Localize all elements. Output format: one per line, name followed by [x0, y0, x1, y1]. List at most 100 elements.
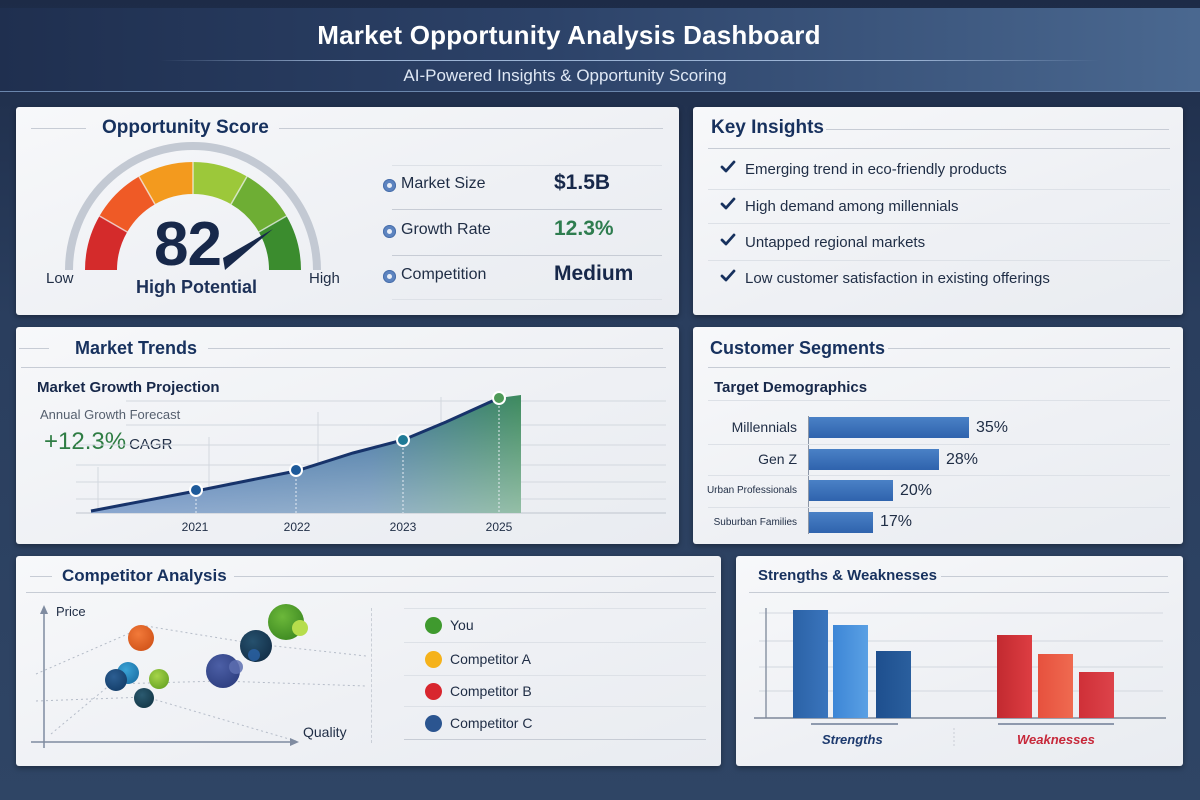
gauge-segments [85, 162, 301, 270]
metric-growth-rate: Growth Rate 12.3% [376, 211, 661, 255]
chart-title: Market Growth Projection [37, 379, 220, 396]
data-point-2023 [396, 433, 410, 447]
key-insights-panel: Key Insights Emerging trend in eco-frien… [693, 107, 1183, 315]
subtitle-divider [708, 400, 1170, 401]
insight-text: Emerging trend in eco-friendly products [745, 161, 1007, 178]
strengths-weaknesses-panel: Strengths & Weaknesses Strengths Weakn [736, 556, 1183, 766]
metric-divider [392, 165, 662, 166]
title-rule-left [30, 576, 52, 577]
competitor-bubble-chart [31, 604, 367, 748]
section-divider [21, 367, 666, 368]
legend-divider [404, 608, 706, 609]
header-divider [160, 60, 1100, 61]
gauge-high-label: High [309, 270, 340, 287]
legend-label: You [450, 617, 474, 633]
title-rule-right [279, 128, 663, 129]
insight-divider [708, 223, 1170, 224]
legend-divider [404, 739, 706, 740]
segment-divider [708, 507, 1170, 508]
competitor-analysis-panel: Competitor Analysis [16, 556, 721, 766]
x-tick-label: 2021 [181, 520, 209, 534]
segment-bar-gen-z [809, 449, 939, 470]
section-divider [708, 367, 1170, 368]
metric-market-size: Market Size $1.5B [376, 165, 661, 209]
insight-divider [708, 260, 1170, 261]
legend-item-competitor-a: Competitor A [404, 644, 706, 676]
x-tick-label: 2025 [485, 520, 513, 534]
chart-subtitle: Annual Growth Forecast [40, 407, 181, 422]
legend-label: Competitor B [450, 683, 532, 699]
segment-value: 35% [976, 419, 1009, 436]
legend-divider [404, 706, 706, 707]
title-rule-right [234, 576, 714, 577]
market-trends-title: Market Trends [75, 338, 198, 358]
insight-text: Low customer satisfaction in existing of… [745, 270, 1050, 287]
data-point-2025 [492, 391, 506, 405]
x-axis-label: Quality [303, 724, 347, 740]
segment-value: 28% [946, 451, 979, 468]
metric-divider [392, 299, 662, 300]
chart-legend-divider [371, 608, 372, 743]
cagr-percent: +12.3% [44, 428, 127, 455]
metric-value: Medium [554, 262, 634, 285]
legend-label: Competitor A [450, 651, 531, 667]
legend-item-competitor-c: Competitor C [404, 708, 706, 740]
dashboard-header: Market Opportunity Analysis Dashboard AI… [0, 8, 1200, 92]
insight-divider [708, 189, 1170, 190]
legend-swatch-icon [425, 617, 442, 634]
strengths-weaknesses-title: Strengths & Weaknesses [758, 567, 937, 584]
key-insights-title: Key Insights [711, 117, 824, 138]
legend-divider [404, 642, 706, 643]
check-circle-icon [383, 179, 396, 192]
score-rating: High Potential [136, 277, 257, 297]
insight-text: Untapped regional markets [745, 234, 926, 251]
plus-circle-icon [383, 270, 396, 283]
score-gauge [65, 142, 321, 271]
data-point-2021 [189, 483, 203, 497]
title-rule-left [19, 348, 49, 349]
insight-item: High demand among millennials [708, 189, 1168, 225]
opportunity-score-title: Opportunity Score [102, 117, 269, 138]
page-title: Market Opportunity Analysis Dashboard [317, 20, 821, 50]
segment-divider [708, 475, 1170, 476]
segment-label: Millennials [731, 419, 797, 435]
data-point-2022 [289, 463, 303, 477]
checkmark-icon [720, 233, 736, 246]
checkmark-icon [720, 269, 736, 282]
opportunity-score-panel: Opportunity Score 82 Low High High Poten… [16, 107, 679, 315]
title-rule [941, 576, 1168, 577]
market-trends-panel: Market Trends Market Growth Projection A… [16, 327, 679, 544]
weaknesses-label: Weaknesses [1017, 732, 1095, 747]
title-rule [826, 129, 1169, 130]
customer-segments-panel: Customer Segments Target Demographics Mi… [693, 327, 1183, 544]
segment-value: 17% [880, 513, 913, 530]
segment-label: Urban Professionals [706, 485, 797, 496]
metric-divider [392, 209, 662, 210]
segment-divider [708, 444, 1170, 445]
title-rule [888, 348, 1170, 349]
segment-bar-urban-professionals [809, 480, 893, 501]
checkmark-icon [720, 160, 736, 173]
section-divider [749, 592, 1169, 593]
metric-competition: Competition Medium [376, 256, 661, 300]
metric-value: 12.3% [554, 217, 614, 240]
strengths-label: Strengths [822, 732, 883, 747]
insight-item: Untapped regional markets [708, 225, 1168, 261]
segment-value: 20% [900, 482, 933, 499]
competitor-analysis-title: Competitor Analysis [62, 566, 227, 585]
segment-label: Suburban Families [713, 517, 797, 528]
segments-subtitle: Target Demographics [714, 379, 868, 396]
insight-text: High demand among millennials [745, 198, 959, 215]
insight-item: Low customer satisfaction in existing of… [708, 261, 1168, 297]
section-divider [26, 592, 716, 593]
score-value: 82 [154, 210, 222, 279]
legend-swatch-icon [425, 715, 442, 732]
legend-label: Competitor C [450, 715, 533, 731]
legend-item-competitor-b: Competitor B [404, 676, 706, 708]
customer-segments-title: Customer Segments [710, 338, 886, 358]
title-rule-left [31, 128, 86, 129]
section-divider [708, 148, 1170, 149]
title-rule-right [208, 348, 663, 349]
segment-bar-suburban-families [809, 512, 873, 533]
metric-value: $1.5B [554, 171, 611, 194]
